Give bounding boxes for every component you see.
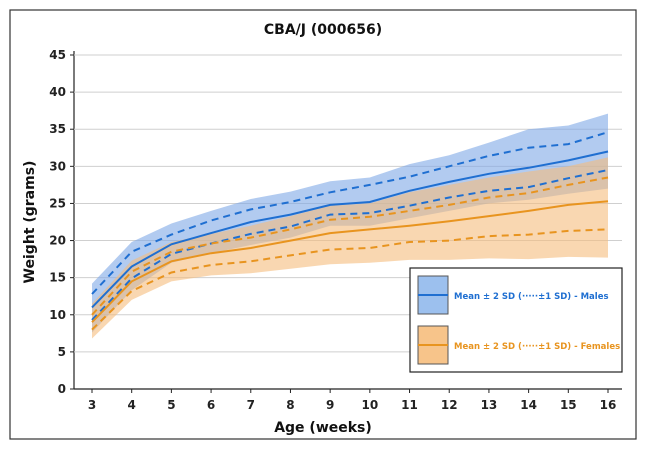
x-tick-label: 11 bbox=[401, 398, 418, 412]
females-mean-line bbox=[91, 200, 609, 323]
y-tick-label: 45 bbox=[49, 48, 66, 62]
y-tick-label: 20 bbox=[49, 234, 66, 248]
males-mean-line bbox=[91, 150, 609, 309]
y-tick-label: 40 bbox=[49, 85, 66, 99]
x-tick-label: 16 bbox=[600, 398, 617, 412]
y-tick-label: 35 bbox=[49, 122, 66, 136]
x-tick-label: 4 bbox=[128, 398, 136, 412]
y-tick-label: 5 bbox=[58, 345, 66, 359]
x-tick-label: 5 bbox=[167, 398, 175, 412]
y-tick-label: 0 bbox=[58, 382, 66, 396]
females-plus-1sd-line bbox=[91, 176, 609, 316]
y-tick-label: 25 bbox=[49, 196, 66, 210]
x-tick-label: 14 bbox=[520, 398, 537, 412]
y-tick-label: 10 bbox=[49, 308, 66, 322]
males-minus-1sd-line bbox=[91, 169, 609, 321]
x-tick-label: 8 bbox=[286, 398, 294, 412]
x-tick-label: 3 bbox=[88, 398, 96, 412]
females-legend-label: Mean ± 2 SD (·····±1 SD) - Females bbox=[454, 342, 620, 352]
y-tick-label: 30 bbox=[49, 159, 66, 173]
y-axis-label: Weight (grams) bbox=[22, 161, 38, 284]
females-minus-1sd-line bbox=[91, 228, 609, 331]
males-legend-label: Mean ± 2 SD (·····±1 SD) - Males bbox=[454, 292, 609, 302]
x-tick-label: 15 bbox=[560, 398, 577, 412]
x-tick-label: 6 bbox=[207, 398, 215, 412]
x-axis-label: Age (weeks) bbox=[274, 420, 372, 436]
x-tick-label: 7 bbox=[247, 398, 255, 412]
x-tick-label: 12 bbox=[441, 398, 458, 412]
x-tick-label: 10 bbox=[361, 398, 378, 412]
chart-title: CBA/J (000656) bbox=[264, 22, 382, 38]
x-tick-label: 13 bbox=[481, 398, 498, 412]
males-plus-1sd-line bbox=[91, 131, 609, 295]
x-tick-label: 9 bbox=[326, 398, 334, 412]
y-tick-label: 15 bbox=[49, 271, 66, 285]
